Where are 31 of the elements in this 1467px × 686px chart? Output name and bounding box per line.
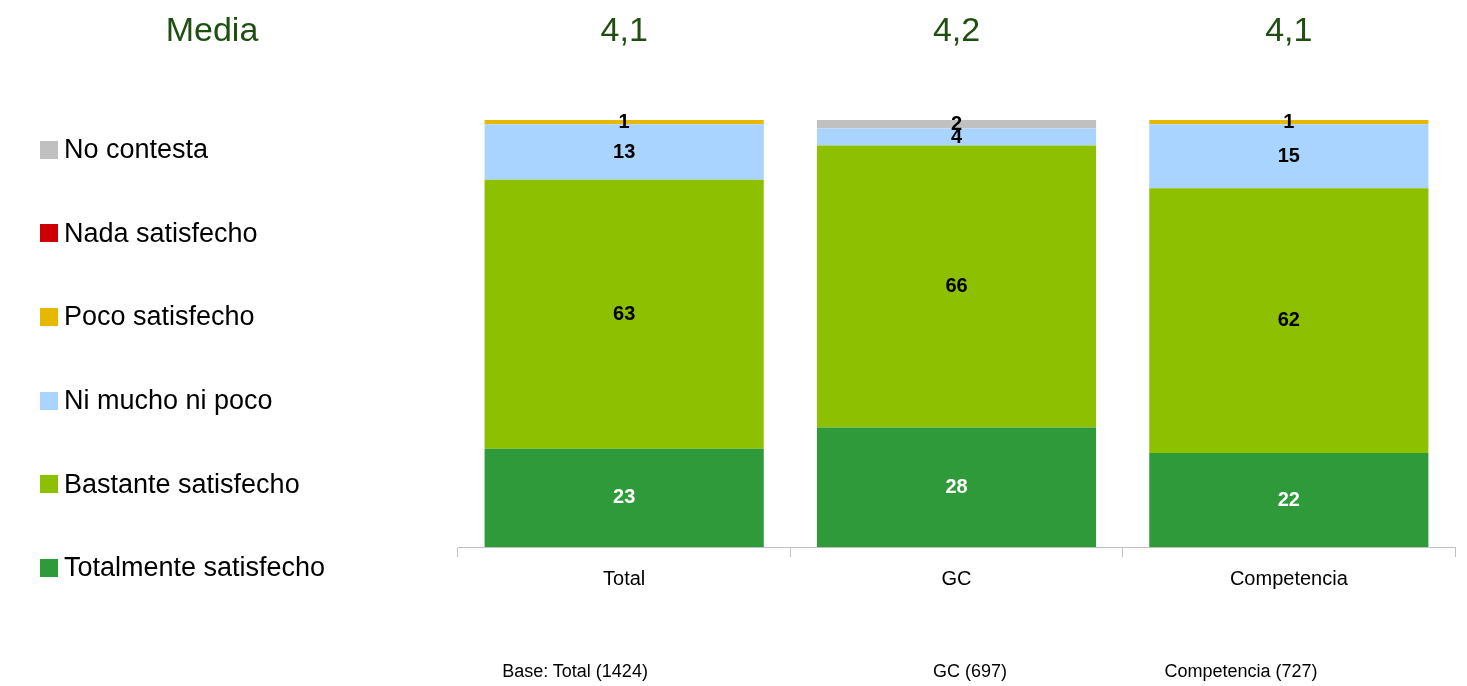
data-label: 66 bbox=[945, 274, 968, 297]
data-label: 23 bbox=[613, 485, 636, 508]
text: Base: Total (1424) bbox=[502, 660, 648, 681]
bar bbox=[816, 128, 1097, 146]
data-label: 22 bbox=[1277, 487, 1300, 510]
legend-label: No contesta bbox=[64, 134, 209, 166]
data-label: 28 bbox=[945, 474, 968, 497]
x-tick-label: Competencia bbox=[1229, 566, 1349, 589]
text: 4,1 bbox=[600, 10, 648, 49]
data-label: 62 bbox=[1277, 308, 1300, 331]
x-tick-label: GC bbox=[941, 566, 972, 589]
data-label: 63 bbox=[613, 301, 636, 324]
text: Media bbox=[165, 10, 259, 49]
legend-label: Totalmente satisfecho bbox=[64, 552, 326, 584]
legend-label: Ni mucho ni poco bbox=[64, 385, 273, 417]
bar bbox=[1149, 188, 1429, 454]
text: GC (697) bbox=[932, 660, 1008, 681]
x-tick-label: Total bbox=[603, 566, 646, 589]
data-label: 13 bbox=[613, 139, 636, 162]
legend-label: Poco satisfecho bbox=[64, 301, 255, 333]
bar bbox=[1149, 453, 1429, 547]
text: Competencia (727) bbox=[1164, 660, 1318, 681]
data-label: 15 bbox=[1277, 143, 1300, 166]
bar bbox=[816, 427, 1097, 547]
bar bbox=[484, 448, 764, 547]
legend-label: Bastante satisfecho bbox=[64, 468, 300, 500]
text: 4,2 bbox=[932, 10, 981, 49]
text: 4,1 bbox=[1265, 10, 1313, 49]
bar bbox=[484, 179, 764, 449]
bar bbox=[816, 145, 1097, 428]
legend-label: Nada satisfecho bbox=[64, 217, 258, 249]
